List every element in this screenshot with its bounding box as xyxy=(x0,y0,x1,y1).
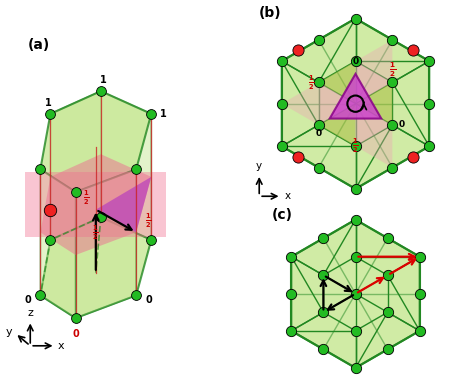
Point xyxy=(46,207,54,213)
Polygon shape xyxy=(356,40,392,83)
Polygon shape xyxy=(25,172,166,237)
Point xyxy=(319,309,327,315)
Text: z: z xyxy=(27,308,33,318)
Text: 0: 0 xyxy=(72,329,79,339)
Point xyxy=(319,272,327,278)
Point xyxy=(416,253,423,260)
Polygon shape xyxy=(40,154,151,255)
Text: x: x xyxy=(58,341,64,351)
Point xyxy=(352,186,359,192)
Text: $\mathbf{\frac{1}{2}}$: $\mathbf{\frac{1}{2}}$ xyxy=(308,73,315,91)
Polygon shape xyxy=(50,91,101,240)
Polygon shape xyxy=(76,169,136,318)
Point xyxy=(72,189,80,195)
Point xyxy=(416,291,423,297)
Point xyxy=(36,292,44,298)
Text: 1: 1 xyxy=(100,75,107,85)
Point xyxy=(352,15,359,22)
Polygon shape xyxy=(282,83,319,125)
Point xyxy=(36,166,44,172)
Polygon shape xyxy=(356,104,392,146)
Point xyxy=(278,101,285,107)
Text: 0: 0 xyxy=(353,56,358,66)
Point xyxy=(288,291,295,297)
Point xyxy=(352,365,359,371)
Text: y: y xyxy=(256,161,262,171)
Point xyxy=(389,79,396,86)
Point xyxy=(416,328,423,334)
Point xyxy=(319,346,327,353)
Polygon shape xyxy=(292,220,419,368)
Polygon shape xyxy=(319,61,356,104)
Point xyxy=(315,164,322,170)
Text: 0: 0 xyxy=(25,295,31,305)
Text: 0: 0 xyxy=(145,295,152,305)
Point xyxy=(389,164,396,170)
Point xyxy=(147,111,155,117)
Point xyxy=(389,37,396,43)
Polygon shape xyxy=(319,104,356,146)
Point xyxy=(352,58,359,64)
Point xyxy=(352,253,359,260)
Polygon shape xyxy=(40,217,151,318)
Polygon shape xyxy=(282,18,429,189)
Point xyxy=(46,237,54,243)
Text: $\mathbf{\frac{1}{2}}$: $\mathbf{\frac{1}{2}}$ xyxy=(145,212,152,230)
Point xyxy=(352,143,359,149)
Polygon shape xyxy=(40,169,76,318)
Point xyxy=(352,217,359,223)
Text: 0: 0 xyxy=(316,129,322,138)
Point xyxy=(315,79,322,86)
Text: x: x xyxy=(284,191,291,201)
Text: $\mathbf{\frac{1}{2}}$: $\mathbf{\frac{1}{2}}$ xyxy=(389,60,396,79)
Text: 1: 1 xyxy=(45,98,51,108)
Point xyxy=(97,88,105,94)
Point xyxy=(389,122,396,128)
Point xyxy=(294,47,302,53)
Point xyxy=(426,58,433,64)
Text: 1: 1 xyxy=(160,109,167,119)
Point xyxy=(409,47,417,53)
Point xyxy=(147,237,155,243)
Point xyxy=(384,309,392,315)
Point xyxy=(72,315,80,321)
Point xyxy=(409,154,417,161)
Text: $\mathbf{\frac{1}{2}}$: $\mathbf{\frac{1}{2}}$ xyxy=(352,137,359,156)
Text: (b): (b) xyxy=(259,5,282,20)
Point xyxy=(315,122,322,128)
Point xyxy=(288,253,295,260)
Text: y: y xyxy=(6,327,13,337)
Text: $\mathbf{\frac{1}{2}}$: $\mathbf{\frac{1}{2}}$ xyxy=(83,189,90,207)
Point xyxy=(384,272,392,278)
Point xyxy=(352,291,359,297)
Polygon shape xyxy=(40,91,151,192)
Point xyxy=(288,328,295,334)
Text: $\mathbf{\frac{1}{2}}$: $\mathbf{\frac{1}{2}}$ xyxy=(92,224,99,242)
Point xyxy=(278,58,285,64)
Point xyxy=(97,214,105,220)
Text: 0: 0 xyxy=(399,121,405,129)
Polygon shape xyxy=(319,83,356,125)
Point xyxy=(294,154,302,161)
Point xyxy=(384,235,392,241)
Point xyxy=(319,235,327,241)
Text: (c): (c) xyxy=(272,209,293,222)
Point xyxy=(426,101,433,107)
Polygon shape xyxy=(96,177,151,232)
Polygon shape xyxy=(356,83,392,125)
Point xyxy=(132,292,140,298)
Point xyxy=(426,143,433,149)
Polygon shape xyxy=(330,74,381,119)
Point xyxy=(278,143,285,149)
Polygon shape xyxy=(356,125,392,167)
Point xyxy=(384,346,392,353)
Point xyxy=(315,37,322,43)
Polygon shape xyxy=(356,61,392,104)
Point xyxy=(132,166,140,172)
Point xyxy=(46,111,54,117)
Point xyxy=(352,328,359,334)
Polygon shape xyxy=(101,91,151,240)
Text: (a): (a) xyxy=(28,38,50,52)
